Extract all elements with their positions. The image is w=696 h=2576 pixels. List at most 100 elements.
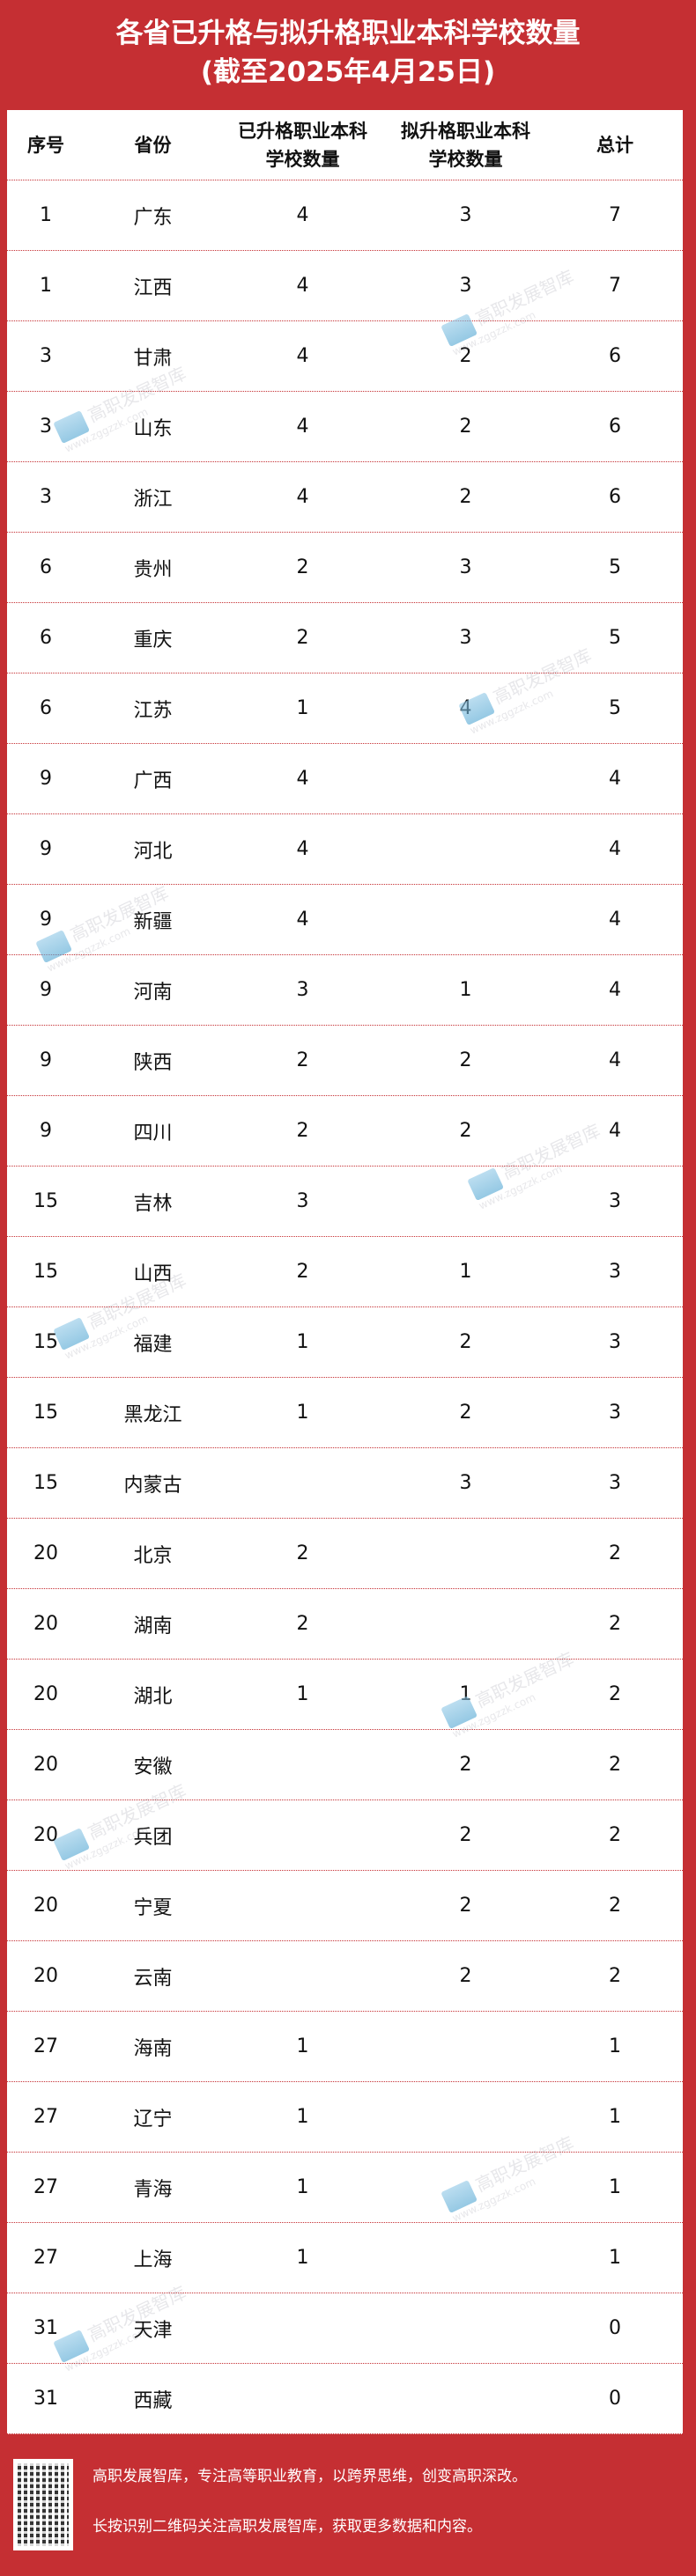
cell-upgraded: 4 (296, 909, 309, 931)
cell-planned: 2 (459, 1331, 472, 1353)
cell-province: 西藏 (133, 2389, 173, 2412)
cell-rank: 15 (33, 1331, 58, 1353)
cell-province: 青海 (133, 2178, 173, 2201)
cell-province: 安徽 (133, 1755, 173, 1778)
page-title: 各省已升格与拟升格职业本科学校数量 (截至2025年4月25日) (0, 14, 696, 92)
cell-total: 3 (609, 1331, 621, 1353)
cell-total: 4 (609, 768, 621, 790)
cell-rank: 3 (40, 416, 52, 438)
table-row: 27 辽宁 1 1 (7, 2082, 683, 2153)
table-row: 20 湖北 1 1 2 (7, 1660, 683, 1730)
cell-upgraded: 4 (296, 345, 309, 367)
cell-rank: 20 (33, 1895, 58, 1917)
title-line-1: 各省已升格与拟升格职业本科学校数量 (115, 18, 581, 49)
cell-rank: 27 (33, 2176, 58, 2198)
cell-rank: 31 (33, 2388, 58, 2410)
cell-total: 5 (609, 627, 621, 649)
table-row: 15 黑龙江 1 2 3 (7, 1378, 683, 1448)
cell-planned: 4 (459, 697, 472, 719)
cell-total: 1 (609, 2176, 621, 2198)
cell-upgraded: 4 (296, 838, 309, 860)
header-rank: 序号 (27, 134, 64, 156)
header-planned: 拟升格职业本科学校数量 (401, 120, 530, 170)
table-row: 9 河北 4 4 (7, 814, 683, 885)
cell-total: 6 (609, 416, 621, 438)
cell-province: 山东 (133, 417, 173, 440)
table-row: 20 安徽 2 2 (7, 1730, 683, 1800)
cell-total: 3 (609, 1402, 621, 1424)
cell-province: 湖北 (133, 1685, 173, 1708)
cell-planned: 2 (459, 1754, 472, 1776)
cell-total: 1 (609, 2247, 621, 2269)
table-row: 20 云南 2 2 (7, 1941, 683, 2012)
data-table: 序号 省份 已升格职业本科学校数量 拟升格职业本科学校数量 总计 1 广东 4 3 7 1… (7, 110, 683, 2434)
cell-upgraded: 1 (296, 2106, 309, 2128)
cell-province: 江苏 (133, 699, 173, 722)
qr-code-icon (13, 2459, 73, 2550)
table-row: 27 上海 1 1 (7, 2223, 683, 2293)
cell-planned: 2 (459, 1402, 472, 1424)
cell-province: 新疆 (133, 910, 173, 933)
cell-province: 海南 (133, 2037, 173, 2060)
cell-total: 2 (609, 1754, 621, 1776)
cell-rank: 1 (40, 204, 52, 226)
cell-rank: 20 (33, 1683, 58, 1705)
cell-total: 5 (609, 697, 621, 719)
table-row: 20 兵团 2 2 (7, 1800, 683, 1871)
cell-rank: 3 (40, 486, 52, 508)
cell-planned: 3 (459, 204, 472, 226)
cell-upgraded: 1 (296, 2247, 309, 2269)
cell-rank: 9 (40, 909, 52, 931)
cell-province: 黑龙江 (123, 1403, 182, 1426)
table-row: 20 宁夏 2 2 (7, 1871, 683, 1941)
cell-planned: 2 (459, 486, 472, 508)
cell-rank: 6 (40, 627, 52, 649)
cell-province: 四川 (133, 1122, 173, 1144)
cell-rank: 9 (40, 1049, 52, 1071)
footer-line-2: 长按识别二维码关注高职发展智库，获取更多数据和内容。 (93, 2518, 482, 2536)
cell-planned: 1 (459, 1261, 472, 1283)
cell-upgraded: 4 (296, 416, 309, 438)
table-row: 9 广西 4 4 (7, 744, 683, 814)
cell-province: 广东 (133, 206, 173, 229)
cell-total: 1 (609, 2106, 621, 2128)
cell-province: 河南 (133, 981, 173, 1004)
cell-total: 2 (609, 1613, 621, 1635)
cell-province: 浙江 (133, 488, 173, 511)
cell-upgraded: 1 (296, 2035, 309, 2057)
cell-upgraded: 4 (296, 204, 309, 226)
cell-province: 兵团 (133, 1826, 173, 1849)
cell-upgraded: 4 (296, 768, 309, 790)
cell-planned: 2 (459, 1965, 472, 1987)
cell-province: 上海 (133, 2248, 173, 2271)
cell-planned: 3 (459, 556, 472, 578)
table-row: 9 四川 2 2 4 (7, 1096, 683, 1167)
cell-upgraded: 1 (296, 1683, 309, 1705)
cell-province: 辽宁 (133, 2108, 173, 2131)
cell-province: 内蒙古 (123, 1474, 182, 1497)
cell-planned: 2 (459, 1895, 472, 1917)
cell-planned: 2 (459, 416, 472, 438)
cell-upgraded: 3 (296, 979, 309, 1001)
cell-planned: 2 (459, 1049, 472, 1071)
cell-upgraded: 1 (296, 1402, 309, 1424)
cell-planned: 3 (459, 627, 472, 649)
cell-rank: 20 (33, 1542, 58, 1564)
cell-rank: 6 (40, 556, 52, 578)
cell-rank: 15 (33, 1402, 58, 1424)
cell-rank: 9 (40, 838, 52, 860)
cell-province: 宁夏 (133, 1896, 173, 1919)
table-row: 6 江苏 1 4 5 (7, 673, 683, 744)
cell-total: 0 (609, 2388, 621, 2410)
cell-planned: 2 (459, 1120, 472, 1142)
cell-planned: 2 (459, 1824, 472, 1846)
cell-province: 天津 (133, 2319, 173, 2342)
table-row: 3 山东 4 2 6 (7, 392, 683, 462)
cell-rank: 20 (33, 1754, 58, 1776)
cell-total: 2 (609, 1824, 621, 1846)
cell-upgraded: 2 (296, 1613, 309, 1635)
cell-rank: 20 (33, 1824, 58, 1846)
cell-upgraded: 1 (296, 1331, 309, 1353)
cell-province: 云南 (133, 1967, 173, 1990)
cell-rank: 9 (40, 768, 52, 790)
